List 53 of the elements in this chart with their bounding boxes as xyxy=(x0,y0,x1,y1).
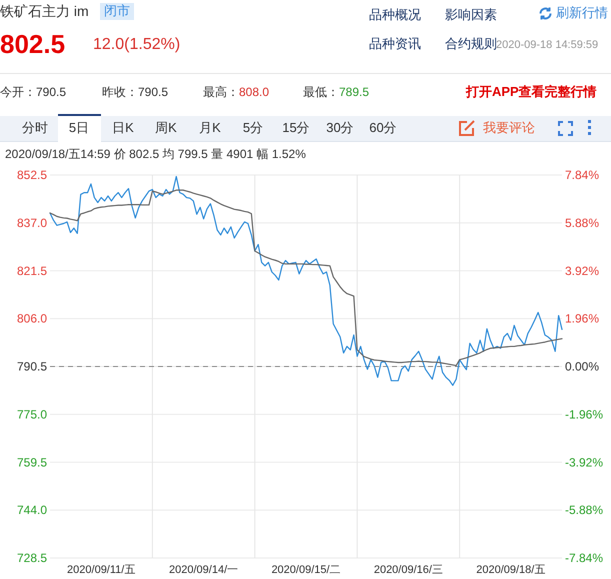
text: 打开APP查看完整行情 xyxy=(466,84,597,100)
y-tick-label: 775.0 xyxy=(16,407,48,422)
text: 周K xyxy=(155,120,177,136)
chart-title: 铁矿石主力 im xyxy=(0,3,89,20)
y-tick-label: 759.5 xyxy=(16,455,48,470)
text: 分时 xyxy=(22,120,48,136)
y-tick-label: 821.5 xyxy=(16,264,48,278)
text: 2020-09-18 14:59:59 xyxy=(496,39,598,52)
x-tick-label: 2020/09/18/五 xyxy=(476,564,546,576)
y2-tick-label: -5.88% xyxy=(565,503,604,518)
text: 影响因素 xyxy=(445,7,497,23)
text: 5日 xyxy=(68,120,90,136)
line-series xyxy=(49,190,563,366)
text: 789.5 xyxy=(339,85,370,100)
y2-tick-label: -3.92% xyxy=(565,455,604,470)
x-tick-label: 2020/09/11/五 xyxy=(67,564,136,576)
x-tick-label: 2020/09/16/三 xyxy=(374,564,443,576)
y-tick-label: 744.0 xyxy=(16,503,48,518)
y-tick-label: 837.0 xyxy=(16,216,48,230)
y-tick-label: 852.5 xyxy=(16,168,48,182)
line-series xyxy=(49,176,563,386)
y2-tick-label: -1.96% xyxy=(565,407,604,422)
text: 月K xyxy=(199,120,221,136)
text: 刷新行情 xyxy=(556,5,608,21)
y2-tick-label: 5.88% xyxy=(565,216,600,230)
text: 昨收：790.5 xyxy=(102,85,168,100)
text: 闭市 xyxy=(100,3,134,20)
y-tick-label: 806.0 xyxy=(16,312,48,326)
text: 最低： xyxy=(303,85,339,100)
text: 2020/09/18/五14:59 价 802.5 均 799.5 量 4901 幅 1.52% xyxy=(5,147,306,162)
text: 日K xyxy=(112,120,134,136)
y2-tick-label: 3.92% xyxy=(565,264,600,278)
text: 15分 xyxy=(282,120,310,136)
y-tick-label: 728.5 xyxy=(16,551,48,565)
y2-tick-label: -7.84% xyxy=(565,551,604,565)
x-tick-label: 2020/09/14/一 xyxy=(169,564,238,576)
text: 今开：790.5 xyxy=(0,85,66,100)
text: 5分 xyxy=(242,120,264,136)
text: 最高： xyxy=(203,85,239,100)
text: 合约规则 xyxy=(445,36,497,52)
text: 品种概况 xyxy=(369,7,421,23)
text: 30分 xyxy=(326,120,354,136)
y2-tick-label: 0.00% xyxy=(565,360,600,374)
y2-tick-label: 1.96% xyxy=(565,312,600,326)
text: 我要评论 xyxy=(483,120,535,136)
text: 品种资讯 xyxy=(369,36,421,52)
x-tick-label: 2020/09/15/二 xyxy=(271,564,341,576)
text: 802.5 xyxy=(0,29,66,60)
y2-tick-label: 7.84% xyxy=(565,168,600,182)
text: 808.0 xyxy=(239,85,270,100)
text: 12.0(1.52%) xyxy=(93,36,180,54)
text: 60分 xyxy=(369,120,397,136)
y-tick-label: 790.5 xyxy=(16,360,48,374)
